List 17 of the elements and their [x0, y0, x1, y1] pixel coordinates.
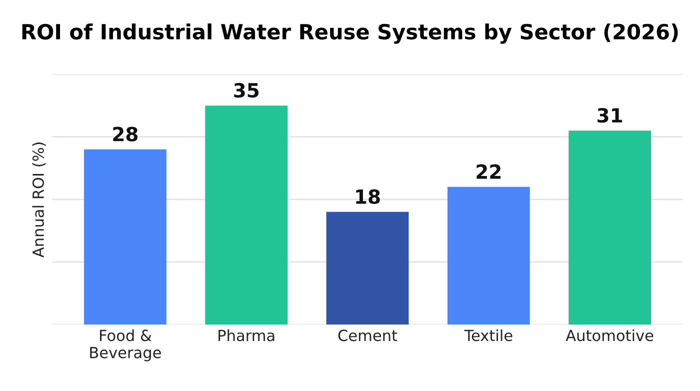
y-axis-title: Annual ROI (%)	[32, 142, 46, 258]
data-label: 22	[476, 164, 500, 179]
x-tick-label: Cement	[338, 330, 398, 342]
data-label: 35	[234, 82, 259, 98]
bar	[205, 106, 288, 325]
x-tick-label: Pharma	[218, 329, 274, 342]
bar	[568, 130, 651, 325]
x-tick-label: Textile	[464, 329, 512, 342]
bar	[326, 212, 409, 325]
x-tick-label: Food & Beverage	[90, 329, 161, 362]
data-label: 31	[598, 108, 622, 123]
bar	[84, 149, 166, 325]
data-label: 28	[113, 126, 138, 142]
chart-title: ROI of Industrial Water Reuse Systems by Sector (2026)	[22, 23, 678, 44]
bar	[447, 186, 530, 325]
data-label: 18	[356, 189, 380, 204]
x-tick-label: Automotive	[566, 329, 654, 342]
